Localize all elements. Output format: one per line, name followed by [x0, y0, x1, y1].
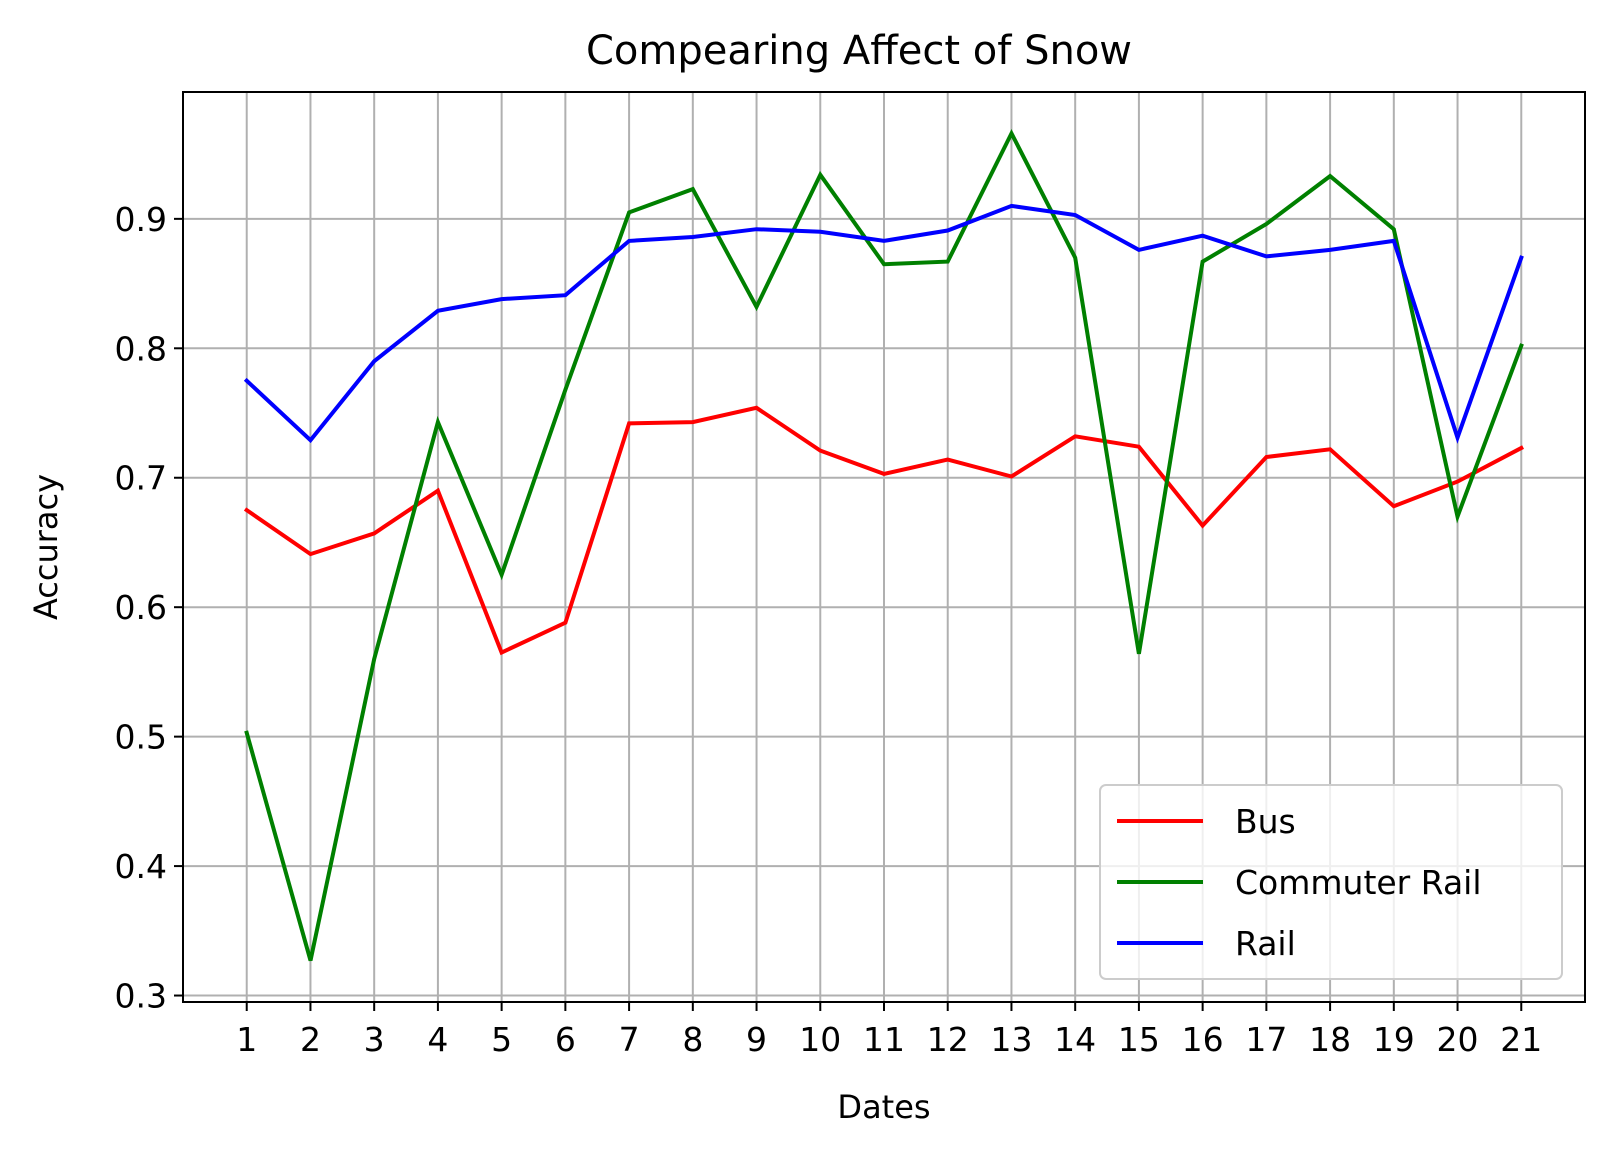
series-lines: [243, 128, 1525, 962]
series-line-bus: [243, 405, 1525, 656]
x-tick-label: 1: [236, 1020, 257, 1059]
x-tick-label: 6: [555, 1020, 576, 1059]
x-axis-label: Dates: [837, 1088, 930, 1126]
y-tick-label: 0.8: [115, 329, 167, 368]
x-tick-label: 3: [364, 1020, 385, 1059]
x-tick-label: 21: [1500, 1020, 1542, 1059]
x-tick-label: 19: [1373, 1020, 1415, 1059]
legend-label-rail: Rail: [1235, 924, 1296, 963]
x-tick-label: 10: [799, 1020, 841, 1059]
y-tick-label: 0.7: [115, 459, 167, 498]
legend: Bus Commuter Rail Rail: [1099, 784, 1563, 980]
legend-label-commuter-rail: Commuter Rail: [1235, 863, 1482, 902]
x-tick-label: 5: [491, 1020, 512, 1059]
y-tick-label: 0.9: [115, 200, 167, 239]
x-tick-label: 15: [1118, 1020, 1160, 1059]
x-tick-label: 12: [927, 1020, 969, 1059]
x-tick-label: 14: [1054, 1020, 1096, 1059]
y-axis-label: Accuracy: [27, 474, 65, 620]
legend-box: [1099, 784, 1563, 980]
y-tick-label: 0.5: [115, 718, 167, 757]
x-tick-label: 8: [682, 1020, 703, 1059]
x-tick-label: 2: [300, 1020, 321, 1059]
x-tick-label: 9: [746, 1020, 767, 1059]
x-axis-ticks: 1 2 3 4 5 6 7 8 9 10 11 12 13 14 15 16 17 18 19 20 21: [236, 1002, 1542, 1059]
y-tick-label: 0.4: [115, 847, 167, 886]
x-tick-label: 11: [863, 1020, 905, 1059]
y-tick-label: 0.3: [115, 977, 167, 1016]
x-tick-label: 13: [990, 1020, 1032, 1059]
legend-label-bus: Bus: [1235, 802, 1296, 841]
x-tick-label: 18: [1309, 1020, 1351, 1059]
x-tick-label: 16: [1182, 1020, 1224, 1059]
series-line-commuter-rail: [244, 128, 1524, 962]
y-axis-ticks: 0.3 0.4 0.5 0.6 0.7 0.8 0.9: [115, 200, 183, 1016]
x-tick-label: 20: [1437, 1020, 1479, 1059]
x-tick-label: 17: [1245, 1020, 1287, 1059]
y-tick-label: 0.6: [115, 588, 167, 627]
series-line-rail: [243, 203, 1524, 444]
chart-title: Compearing Affect of Snow: [586, 28, 1132, 74]
x-tick-label: 7: [619, 1020, 640, 1059]
x-tick-label: 4: [427, 1020, 448, 1059]
